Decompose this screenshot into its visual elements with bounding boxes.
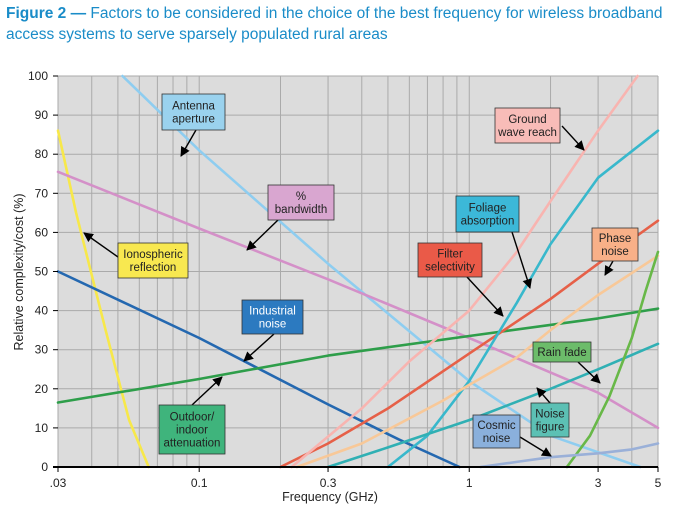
y-tick-label: 10 — [35, 421, 49, 435]
caption-text: Factors to be considered in the choice o… — [6, 5, 663, 43]
annotation-arrow — [246, 219, 279, 251]
annotation-label: absorption — [461, 216, 515, 228]
annotation-box — [241, 299, 304, 335]
series-line-cosmic-noise — [479, 442, 660, 469]
series-line-industrial-noise — [56, 270, 461, 469]
annotation-box — [161, 93, 226, 131]
series-line-outdoor-indoor-attenuation — [56, 307, 660, 404]
annotation-label: noise — [601, 246, 629, 258]
annotation-arrow — [604, 260, 614, 276]
axis-ticks: 0 10 20 30 40 50 60 70 80 90 100 .03 0.1 0.3 1 3 5 — [28, 69, 662, 490]
series-line-filter-selectivity — [279, 219, 660, 469]
y-tick-label: 70 — [35, 186, 49, 200]
y-tick-label: 100 — [28, 69, 48, 83]
annotation-box — [455, 195, 520, 233]
annotation-label: % — [296, 191, 306, 203]
annotation-box — [472, 414, 521, 449]
annotation-label: indoor — [176, 425, 208, 437]
series-line-foliage-absorption — [386, 129, 660, 469]
x-axis-label: Frequency (GHz) — [282, 490, 378, 504]
annotation-rain-fade: Rain fade — [532, 341, 601, 384]
annotation-box — [417, 242, 483, 278]
annotation-label: Outdoor/ — [170, 412, 216, 424]
annotation-layer: Antennaaperture%bandwidthIonosphericrefl… — [83, 93, 639, 457]
series-line-ground-wave-reach — [290, 74, 639, 469]
y-tick-label: 30 — [35, 343, 49, 357]
annotation-label: Noise — [535, 409, 564, 421]
series-layer — [56, 74, 660, 469]
annotation-label: figure — [536, 422, 565, 434]
figure-label: Figure 2 — [6, 5, 67, 22]
caption-dash: — — [66, 5, 91, 22]
x-tick-label: 5 — [655, 476, 662, 490]
x-tick-label: 0.3 — [320, 476, 337, 490]
annotation-box — [530, 402, 570, 438]
series-line-noise-figure — [326, 342, 660, 469]
annotation-label: bandwidth — [275, 204, 327, 216]
annotation-arrow — [180, 129, 197, 157]
annotation-label: Phase — [599, 233, 632, 245]
annotation-label: selectivity — [425, 262, 475, 274]
x-tick-label: 1 — [466, 476, 473, 490]
annotation-box — [532, 341, 592, 363]
x-tick-label: .03 — [50, 476, 67, 490]
annotation-arrow — [511, 231, 532, 289]
annotation-arrow — [243, 333, 275, 362]
series-line-rain-fade — [565, 250, 660, 469]
annotation-box — [494, 107, 561, 144]
series-line-ionospheric-reflection — [56, 129, 150, 469]
y-tick-label: 20 — [35, 382, 49, 396]
series-line-antenna-aperture — [121, 74, 642, 469]
y-tick-label: 40 — [35, 304, 49, 318]
annotation-box — [158, 404, 226, 455]
annotation-label: Foliage — [469, 203, 507, 215]
annotation-arrow — [83, 232, 119, 258]
annotation-label: Ground — [508, 114, 546, 126]
y-tick-label: 0 — [41, 460, 48, 474]
x-tick-label: 0.1 — [191, 476, 208, 490]
annotation-label: Antenna — [172, 101, 215, 113]
annotation-label: noise — [259, 319, 287, 331]
annotation-label: Filter — [437, 249, 463, 261]
figure-caption: Figure 2 — Factors to be considered in t… — [6, 3, 666, 45]
annotation-box — [591, 227, 639, 262]
annotation-arrow — [561, 125, 585, 151]
annotation-label: Rain fade — [537, 347, 586, 359]
series-line-phase-noise — [295, 254, 660, 469]
annotation-arrow — [536, 387, 551, 404]
annotation-arrow — [466, 276, 504, 317]
y-tick-label: 60 — [35, 225, 49, 239]
y-tick-label: 50 — [35, 265, 49, 279]
annotation-box — [117, 242, 189, 279]
annotation-arrow — [191, 376, 223, 406]
annotation-label: Industrial — [249, 306, 296, 318]
annotation-label: Cosmic — [477, 420, 516, 432]
annotation-arrow — [519, 436, 552, 457]
y-axis-label: Relative complexity/cost (%) — [12, 194, 26, 351]
annotation-bandwidth: %bandwidth — [246, 184, 335, 251]
annotation-arrow — [577, 361, 601, 384]
annotation-box — [267, 184, 335, 221]
annotation-label: reflection — [130, 262, 177, 274]
annotation-label: Ionospheric — [123, 249, 183, 261]
annotation-label: aperture — [172, 114, 215, 126]
y-tick-label: 80 — [35, 147, 49, 161]
y-tick-label: 90 — [35, 108, 49, 122]
annotation-label: attenuation — [164, 438, 221, 450]
annotation-label: noise — [483, 433, 511, 445]
annotation-label: wave reach — [497, 127, 557, 139]
x-tick-label: 3 — [595, 476, 602, 490]
